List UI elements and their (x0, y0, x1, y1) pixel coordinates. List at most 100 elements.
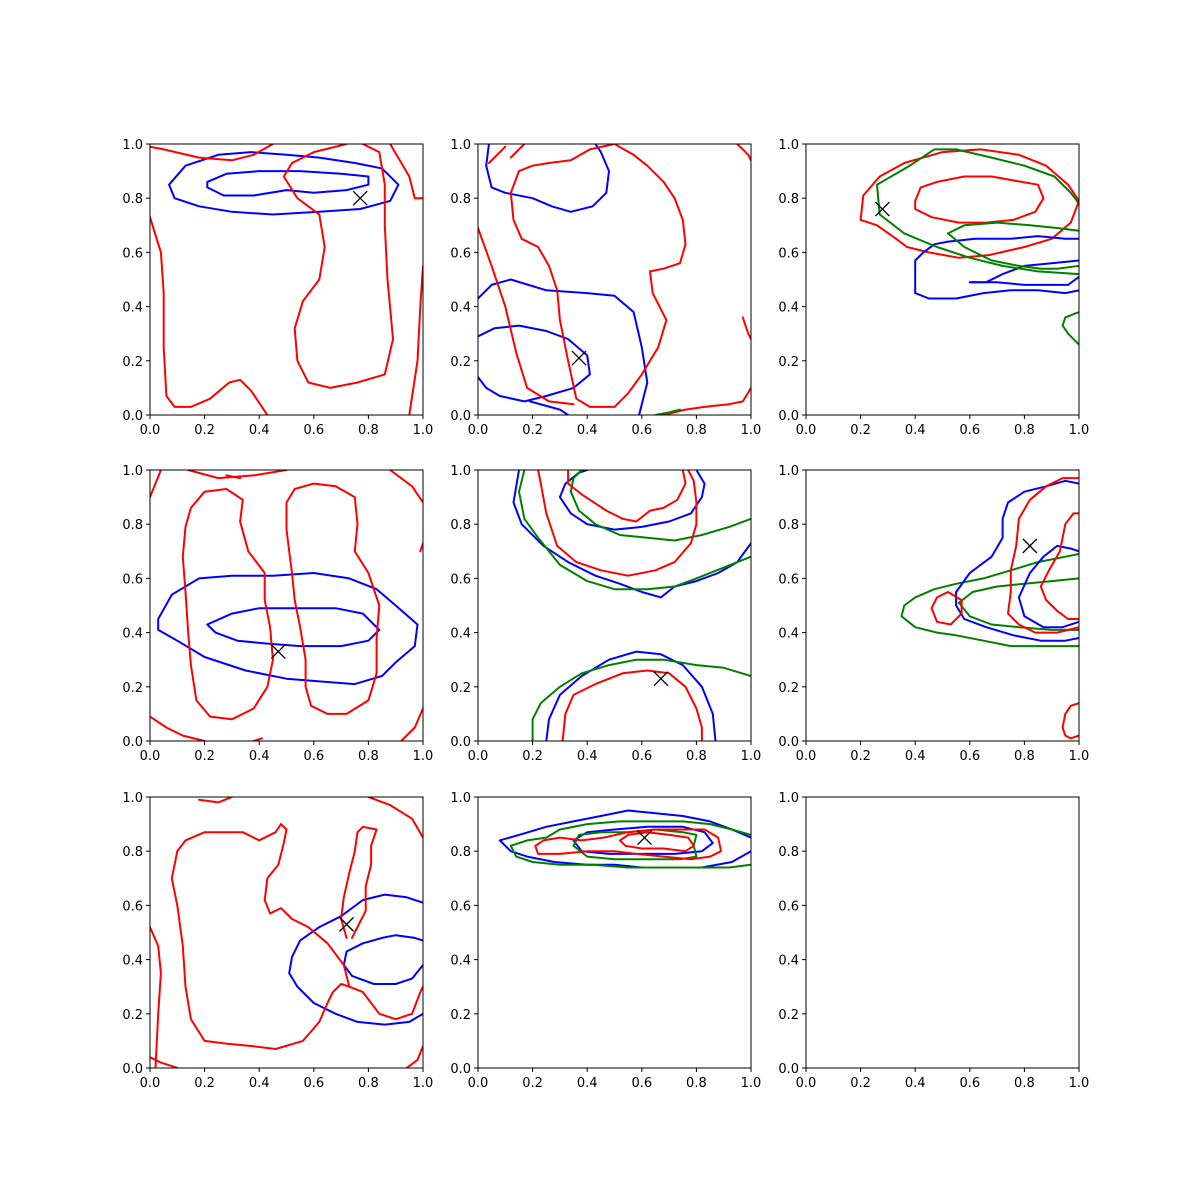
y-tick-label: 0.4 (450, 301, 471, 316)
x-tick-label: 0.0 (468, 1076, 489, 1091)
y-tick-label: 0.2 (450, 1008, 471, 1023)
x-tick-label: 1.0 (413, 749, 434, 764)
contour-line (181, 488, 274, 721)
contour-line (947, 232, 1079, 270)
contour-line (509, 820, 751, 847)
contour-line (561, 669, 703, 741)
x-tick-label: 0.2 (522, 749, 543, 764)
contour-line (558, 470, 706, 531)
x-tick-label: 0.2 (194, 1076, 215, 1091)
contour-line (619, 831, 695, 853)
y-tick-label: 0.6 (450, 572, 471, 587)
x-tick-label: 0.6 (631, 423, 652, 438)
x-tick-label: 1.0 (1069, 749, 1090, 764)
contour-line (914, 289, 1079, 300)
x-tick-label: 0.2 (522, 1076, 543, 1091)
contour-line (955, 591, 1079, 642)
contour-line (968, 275, 1079, 286)
x-tick-label: 0.0 (796, 1076, 817, 1091)
y-tick-label: 0.0 (778, 735, 799, 750)
contour-line (534, 828, 722, 861)
y-tick-label: 0.8 (450, 518, 471, 533)
y-tick-label: 0.8 (122, 192, 143, 207)
x-tick-label: 1.0 (741, 749, 762, 764)
y-tick-label: 1.0 (450, 791, 471, 806)
contour-line (1017, 544, 1079, 599)
contour-line (176, 823, 423, 1021)
x-tick-label: 0.2 (194, 749, 215, 764)
contour-line (498, 809, 751, 842)
x-tick-label: 0.2 (850, 1076, 871, 1091)
y-tick-label: 0.4 (778, 954, 799, 969)
x-marker (270, 644, 286, 660)
x-marker (874, 201, 890, 217)
x-marker (653, 671, 669, 687)
y-tick-label: 0.8 (778, 845, 799, 860)
y-tick-label: 0.0 (778, 1062, 799, 1077)
x-tick-label: 1.0 (741, 423, 762, 438)
x-tick-label: 0.4 (905, 423, 926, 438)
x-tick-label: 0.0 (796, 423, 817, 438)
axes-frame (805, 796, 1080, 1069)
y-tick-label: 0.0 (122, 735, 143, 750)
contour-line (478, 227, 575, 406)
contour-line (170, 850, 351, 1050)
contour-line (291, 893, 423, 958)
x-tick-label: 0.8 (1014, 1076, 1035, 1091)
subplot-5: 0.0 0.2 0.4 0.6 0.8 1.0 0.0 0.2 0.4 0.6 0.8 1.0 (450, 464, 761, 764)
contour-line (1061, 702, 1079, 740)
contour-line (485, 144, 610, 213)
y-tick-label: 0.4 (122, 301, 143, 316)
contour-line (914, 235, 1079, 295)
contour-line (282, 144, 394, 389)
x-tick-label: 0.2 (194, 423, 215, 438)
contour-line (168, 151, 400, 216)
contour-line (340, 825, 378, 939)
x-tick-label: 0.6 (631, 749, 652, 764)
x-tick-label: 0.4 (905, 749, 926, 764)
contour-line (206, 607, 381, 648)
contour-line (1061, 311, 1079, 346)
axes-frame (805, 469, 1080, 742)
x-tick-label: 0.8 (1014, 423, 1035, 438)
y-tick-label: 0.6 (122, 572, 143, 587)
contour-line (478, 278, 649, 415)
x-tick-label: 0.8 (1014, 749, 1035, 764)
contour-line (389, 144, 423, 200)
y-tick-label: 0.0 (122, 1062, 143, 1077)
x-tick-label: 0.8 (358, 1076, 379, 1091)
contour-line (225, 474, 242, 480)
y-tick-label: 0.6 (122, 246, 143, 261)
contour-line (930, 591, 963, 626)
axes-frame (149, 796, 424, 1069)
y-tick-label: 1.0 (122, 464, 143, 479)
contour-line (908, 148, 1079, 205)
contour-line (206, 170, 370, 197)
contour-line (569, 490, 751, 542)
x-tick-label: 0.8 (358, 423, 379, 438)
y-tick-label: 0.6 (778, 246, 799, 261)
y-tick-label: 0.0 (122, 409, 143, 424)
x-tick-label: 1.0 (413, 423, 434, 438)
plot-area (150, 144, 423, 415)
x-tick-label: 0.6 (959, 749, 980, 764)
contour-line (150, 144, 274, 162)
plot-area (478, 144, 751, 415)
contour-line (955, 479, 1079, 593)
x-tick-label: 0.2 (850, 749, 871, 764)
contour-line (498, 839, 751, 869)
x-marker (571, 350, 587, 366)
contour-line (150, 1056, 179, 1068)
contour-line (1045, 599, 1079, 620)
x-tick-label: 0.0 (140, 749, 161, 764)
contour-line (947, 221, 1079, 235)
contour-line (509, 144, 687, 408)
contour-line (900, 604, 1079, 648)
y-tick-label: 0.8 (778, 518, 799, 533)
contour-line (408, 264, 423, 415)
contour-line (1039, 512, 1079, 602)
contour-line (512, 470, 751, 599)
y-tick-label: 0.4 (778, 301, 799, 316)
contour-line (487, 145, 507, 164)
x-tick-label: 0.6 (959, 1076, 980, 1091)
